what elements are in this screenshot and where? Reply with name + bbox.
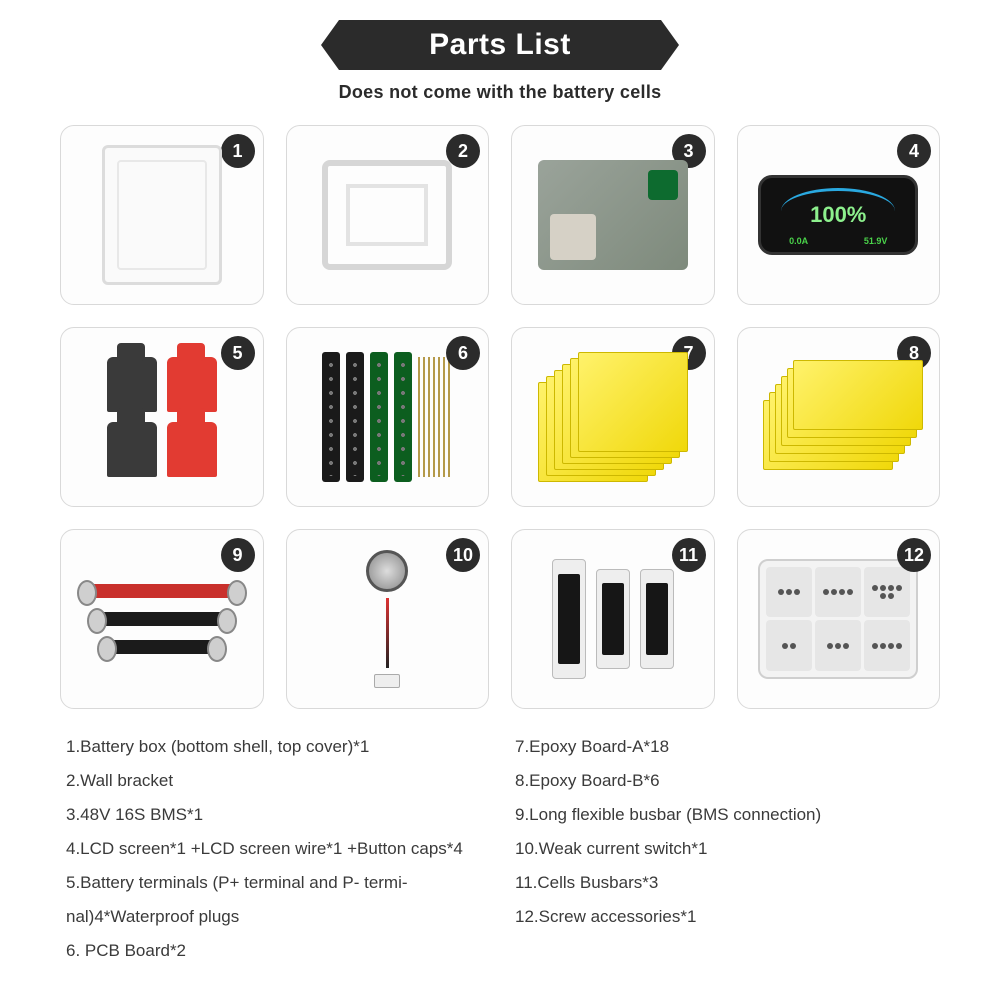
part-badge: 6 (446, 336, 480, 370)
legend-item: 5.Battery terminals (P+ terminal and P- … (66, 873, 485, 893)
part-badge: 10 (446, 538, 480, 572)
lcd-volt: 51.9V (864, 236, 888, 246)
wall-bracket-icon (302, 139, 473, 290)
legend-right-column: 7.Epoxy Board-A*18 8.Epoxy Board-B*6 9.L… (515, 737, 934, 961)
current-switch-icon (302, 543, 473, 694)
part-badge: 1 (221, 134, 255, 168)
flexible-busbar-icon (76, 543, 247, 694)
part-badge: 9 (221, 538, 255, 572)
part-badge: 11 (672, 538, 706, 572)
epoxy-board-a-icon (527, 341, 698, 492)
legend-item: 2.Wall bracket (66, 771, 485, 791)
lcd-percent: 100% (810, 202, 866, 228)
page-title: Parts List (429, 28, 571, 61)
cells-busbars-icon (527, 543, 698, 694)
part-card-4: 4 100% 0.0A 51.9V (737, 125, 941, 305)
part-card-11: 11 (511, 529, 715, 709)
part-card-12: 12 (737, 529, 941, 709)
legend-item: 1.Battery box (bottom shell, top cover)*… (66, 737, 485, 757)
battery-box-icon (76, 139, 247, 290)
legend-item: 3.48V 16S BMS*1 (66, 805, 485, 825)
legend-item: nal)4*Waterproof plugs (66, 907, 485, 927)
legend-item: 9.Long flexible busbar (BMS connection) (515, 805, 934, 825)
part-card-7: 7 (511, 327, 715, 507)
part-card-2: 2 (286, 125, 490, 305)
legend-item: 11.Cells Busbars*3 (515, 873, 934, 893)
part-badge: 2 (446, 134, 480, 168)
parts-grid: 1 2 3 4 100% 0.0A 51.9V 5 (60, 125, 940, 709)
part-badge: 4 (897, 134, 931, 168)
part-badge: 12 (897, 538, 931, 572)
part-card-5: 5 (60, 327, 264, 507)
part-card-3: 3 (511, 125, 715, 305)
legend-item: 7.Epoxy Board-A*18 (515, 737, 934, 757)
legend-item: 12.Screw accessories*1 (515, 907, 934, 927)
part-card-6: 6 (286, 327, 490, 507)
epoxy-board-b-icon (753, 341, 924, 492)
lcd-screen-icon: 100% 0.0A 51.9V (753, 139, 924, 290)
part-card-9: 9 (60, 529, 264, 709)
legend-item: 10.Weak current switch*1 (515, 839, 934, 859)
battery-terminals-icon (76, 341, 247, 492)
legend-item: 4.LCD screen*1 +LCD screen wire*1 +Butto… (66, 839, 485, 859)
part-card-1: 1 (60, 125, 264, 305)
part-badge: 5 (221, 336, 255, 370)
screw-accessories-icon (753, 543, 924, 694)
part-card-8: 8 (737, 327, 941, 507)
bms-board-icon (527, 139, 698, 290)
lcd-amp: 0.0A (789, 236, 808, 246)
legend-item: 6. PCB Board*2 (66, 941, 485, 961)
part-card-10: 10 (286, 529, 490, 709)
subtitle: Does not come with the battery cells (339, 82, 662, 103)
page-title-banner: Parts List (339, 20, 661, 70)
legend: 1.Battery box (bottom shell, top cover)*… (60, 737, 940, 961)
legend-left-column: 1.Battery box (bottom shell, top cover)*… (66, 737, 485, 961)
legend-item: 8.Epoxy Board-B*6 (515, 771, 934, 791)
pcb-board-icon (302, 341, 473, 492)
